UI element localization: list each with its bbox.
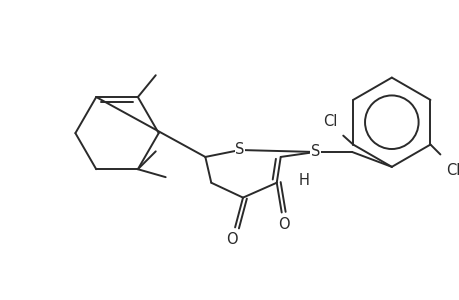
Text: O: O	[277, 217, 289, 232]
Text: Cl: Cl	[445, 163, 459, 178]
Text: S: S	[235, 142, 244, 158]
Text: H: H	[298, 173, 309, 188]
Text: Cl: Cl	[323, 114, 337, 129]
Text: S: S	[310, 145, 319, 160]
Text: O: O	[226, 232, 237, 247]
